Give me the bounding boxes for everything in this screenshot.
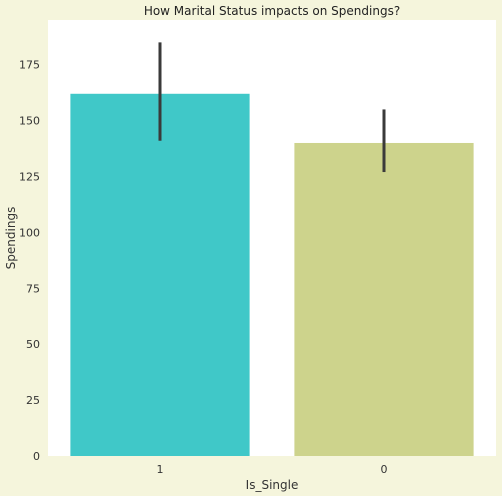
bar-0 bbox=[294, 142, 474, 456]
y-tick-label: 125 bbox=[19, 171, 40, 184]
y-tick-label: 25 bbox=[26, 394, 40, 407]
y-tick-label: 75 bbox=[26, 282, 40, 295]
y-axis-label: Spendings bbox=[4, 207, 18, 270]
error-bars bbox=[158, 42, 386, 173]
y-axis-ticks: 0 25 50 75 100 125 150 175 bbox=[19, 59, 40, 463]
x-tick-label: 0 bbox=[381, 463, 388, 476]
y-tick-label: 150 bbox=[19, 115, 40, 128]
x-tick-label: 1 bbox=[157, 463, 164, 476]
chart-title: How Marital Status impacts on Spendings? bbox=[144, 4, 400, 18]
bars bbox=[70, 93, 474, 457]
y-tick-label: 100 bbox=[19, 226, 40, 239]
y-tick-label: 175 bbox=[19, 59, 40, 72]
x-axis-label: Is_Single bbox=[246, 478, 299, 492]
y-tick-label: 50 bbox=[26, 338, 40, 351]
y-tick-label: 0 bbox=[33, 450, 40, 463]
bar-1 bbox=[70, 93, 250, 457]
